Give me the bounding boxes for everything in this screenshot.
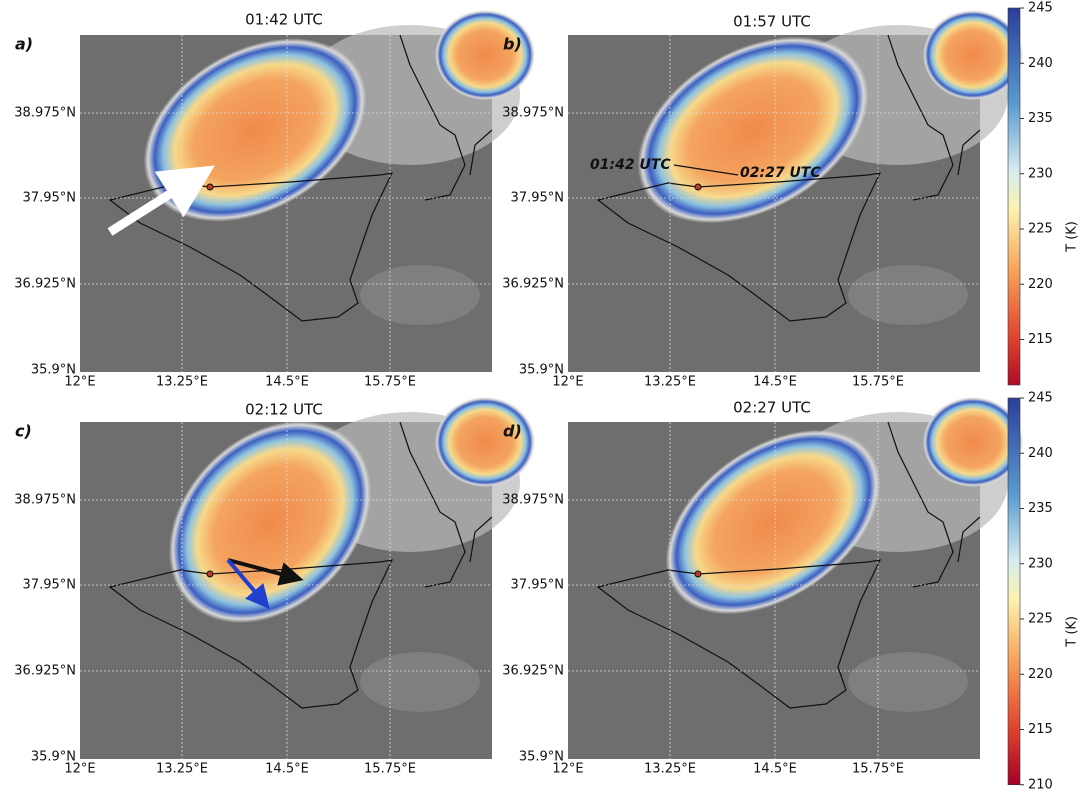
map-panel <box>568 397 1023 759</box>
colorbar-tick-label: 240 <box>1028 56 1053 71</box>
colorbar-tick-label: 240 <box>1028 446 1053 461</box>
coastline <box>399 34 493 201</box>
cloud-top <box>168 420 372 624</box>
colorbar-tick-label: 235 <box>1028 111 1053 126</box>
site-marker <box>206 570 214 578</box>
panel-label: a) <box>15 35 33 54</box>
colorbar-tick-label: 245 <box>1028 391 1053 406</box>
colorbar-tick-label: 220 <box>1028 667 1053 682</box>
haze <box>360 652 480 712</box>
cloud-top-corner <box>923 10 1023 100</box>
lat-tick-label: 37.95°N <box>511 191 564 206</box>
lon-tick-label: 14.5°E <box>265 375 309 390</box>
colorbar-tick-label: 225 <box>1028 222 1053 237</box>
lat-tick-label: 36.925°N <box>502 277 564 292</box>
colorbar <box>1008 398 1020 785</box>
map-panel <box>80 10 535 372</box>
lon-tick-label: 13.25°E <box>156 375 208 390</box>
annotation: 02:27 UTC <box>740 165 821 181</box>
lat-tick-label: 38.975°N <box>502 493 564 508</box>
cloud-top-corner <box>435 397 535 487</box>
arrow <box>226 558 270 610</box>
colorbar-frame <box>1007 7 1021 386</box>
haze <box>848 265 968 325</box>
colorbar-label: T (K) <box>1065 616 1080 648</box>
panel-label: c) <box>15 422 32 441</box>
lat-tick-label: 36.925°N <box>14 664 76 679</box>
lon-tick-label: 14.5°E <box>753 762 797 777</box>
colorbar-frame <box>1007 397 1021 786</box>
haze <box>360 265 480 325</box>
lat-tick-label: 36.925°N <box>502 664 564 679</box>
lon-tick-label: 13.25°E <box>156 762 208 777</box>
map-panel <box>80 397 535 759</box>
lon-tick-label: 12°E <box>552 375 583 390</box>
panel-title: 01:57 UTC <box>733 13 811 31</box>
lon-tick-label: 14.5°E <box>753 375 797 390</box>
cloud-top-corner <box>923 397 1023 487</box>
lat-tick-label: 38.975°N <box>502 106 564 121</box>
lat-tick-label: 37.95°N <box>23 578 76 593</box>
lat-tick-label: 35.9°N <box>31 750 76 765</box>
lon-tick-label: 15.75°E <box>852 762 904 777</box>
coastline <box>399 421 493 588</box>
lat-tick-label: 38.975°N <box>14 106 76 121</box>
colorbar-label: T (K) <box>1065 221 1080 253</box>
colorbar <box>1008 8 1020 385</box>
colorbar-tick-label: 220 <box>1028 277 1053 292</box>
colorbar-tick-label: 215 <box>1028 722 1053 737</box>
panel-title: 02:12 UTC <box>245 401 323 419</box>
lon-tick-label: 15.75°E <box>852 375 904 390</box>
lat-tick-label: 35.9°N <box>519 363 564 378</box>
panel-label: d) <box>503 422 522 441</box>
arrow <box>227 558 304 586</box>
annotation: 01:42 UTC <box>590 157 671 173</box>
lon-tick-label: 12°E <box>64 762 95 777</box>
map-panel: 01:42 UTC 02:27 UTC <box>568 10 1023 372</box>
lon-tick-label: 15.75°E <box>364 762 416 777</box>
lon-tick-label: 15.75°E <box>364 375 416 390</box>
colorbar-tick-label: 230 <box>1028 166 1053 181</box>
lat-tick-label: 35.9°N <box>519 750 564 765</box>
track <box>673 164 739 176</box>
lon-tick-label: 13.25°E <box>644 375 696 390</box>
coastline <box>887 421 981 588</box>
cloud-top-corner <box>435 10 535 100</box>
colorbar-tick-label: 245 <box>1028 1 1053 16</box>
lat-tick-label: 37.95°N <box>511 578 564 593</box>
coastline <box>596 172 882 322</box>
arrow <box>107 165 215 236</box>
colorbar-tick-label: 215 <box>1028 332 1053 347</box>
cloud-top <box>637 36 869 224</box>
lon-tick-label: 14.5°E <box>265 762 309 777</box>
lon-tick-label: 12°E <box>64 375 95 390</box>
lat-tick-label: 37.95°N <box>23 191 76 206</box>
colorbar-tick-label: 235 <box>1028 501 1053 516</box>
coastline <box>887 34 981 201</box>
colorbar-tick-label: 225 <box>1028 612 1053 627</box>
lon-tick-label: 12°E <box>552 762 583 777</box>
site-marker <box>206 183 214 191</box>
coastline <box>108 172 394 322</box>
lat-tick-label: 38.975°N <box>14 493 76 508</box>
colorbar-tick-label: 210 <box>1028 777 1053 792</box>
lat-tick-label: 35.9°N <box>31 363 76 378</box>
colorbar-tick-label: 230 <box>1028 556 1053 571</box>
coastline <box>596 559 882 709</box>
cloud-top <box>665 429 881 615</box>
haze <box>848 652 968 712</box>
lon-tick-label: 13.25°E <box>644 762 696 777</box>
lat-tick-label: 36.925°N <box>14 277 76 292</box>
panel-title: 01:42 UTC <box>245 11 323 29</box>
site-marker <box>694 570 702 578</box>
site-marker <box>694 183 702 191</box>
panel-label: b) <box>503 35 522 54</box>
panel-title: 02:27 UTC <box>733 399 811 417</box>
